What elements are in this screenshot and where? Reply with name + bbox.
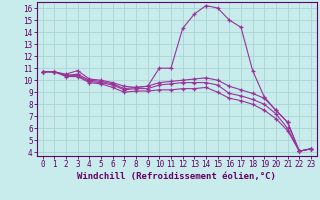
X-axis label: Windchill (Refroidissement éolien,°C): Windchill (Refroidissement éolien,°C) xyxy=(77,172,276,181)
